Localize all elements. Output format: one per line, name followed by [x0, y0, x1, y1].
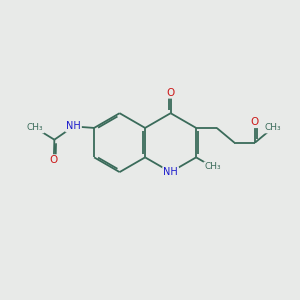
Text: O: O: [167, 88, 175, 98]
Text: O: O: [251, 117, 259, 127]
Text: CH₃: CH₃: [204, 162, 221, 171]
Text: NH: NH: [66, 122, 81, 131]
Text: CH₃: CH₃: [27, 123, 44, 132]
Text: NH: NH: [163, 167, 178, 177]
Text: CH₃: CH₃: [264, 123, 281, 132]
Text: O: O: [50, 155, 58, 165]
